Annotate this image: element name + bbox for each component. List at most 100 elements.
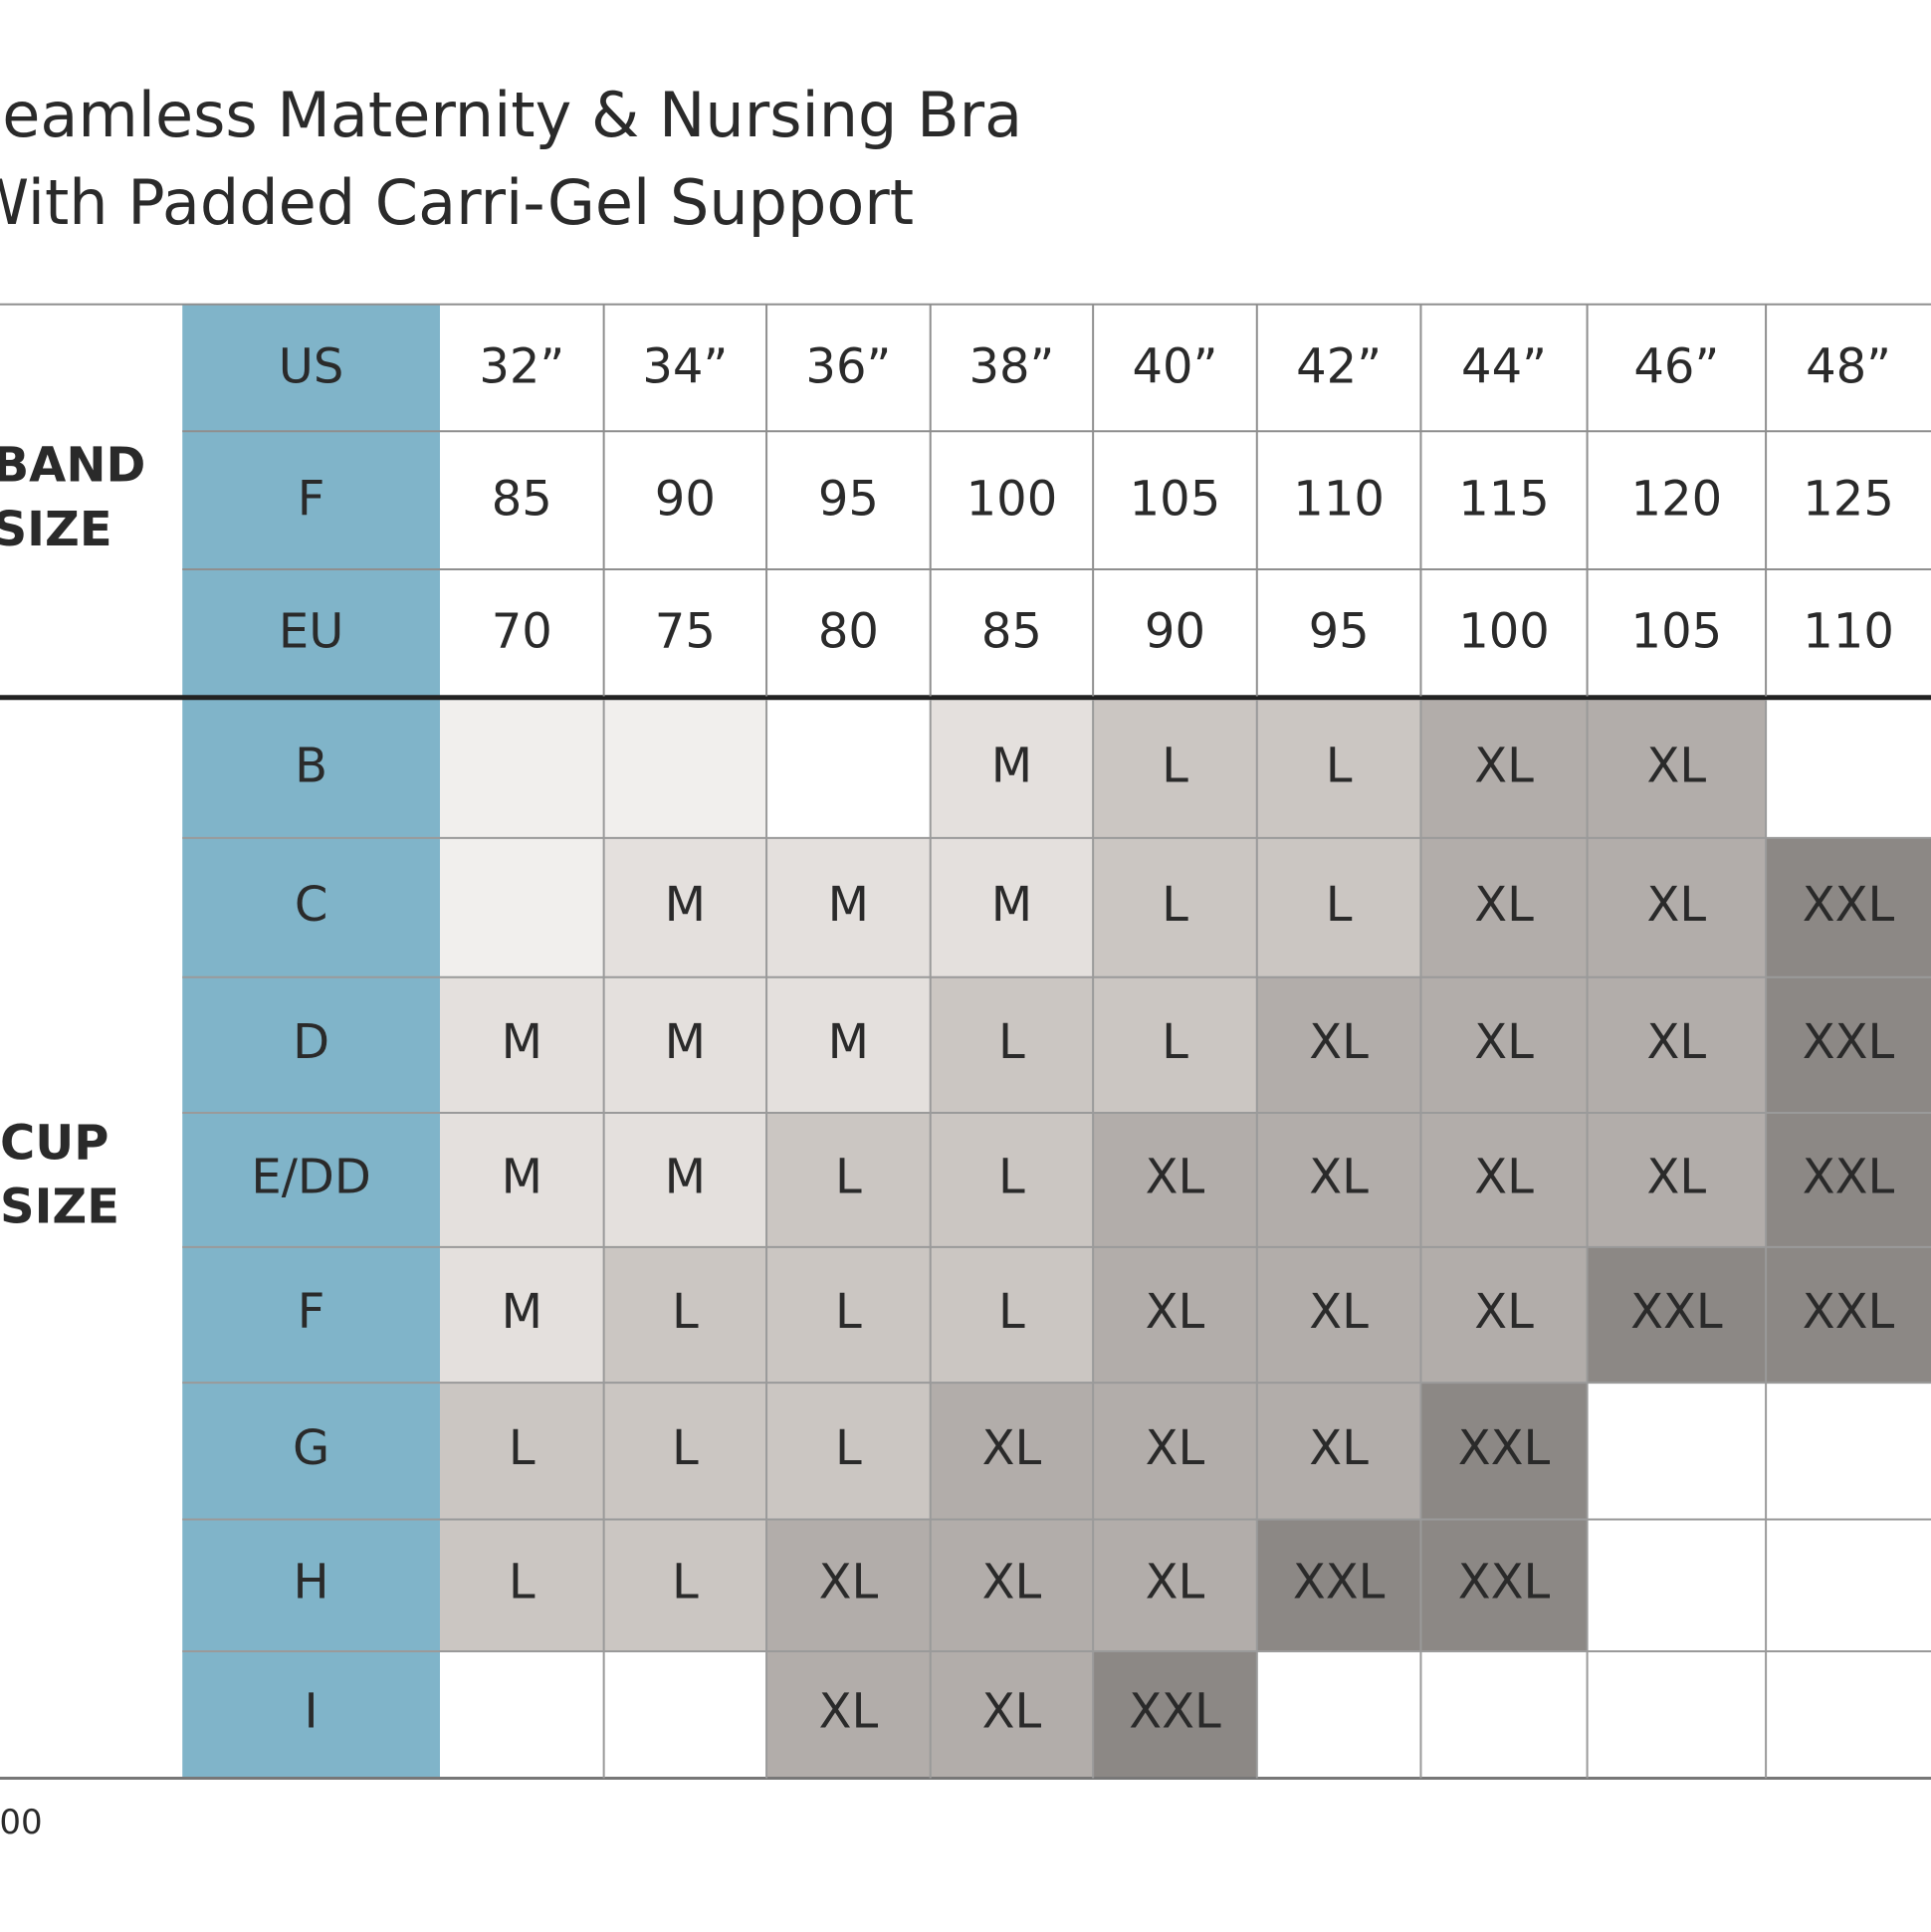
cell-bg bbox=[1766, 1519, 1931, 1651]
cup-size: XL bbox=[1146, 1420, 1205, 1476]
row-header: G bbox=[293, 1420, 329, 1476]
band-size: 115 bbox=[1458, 472, 1550, 528]
side-label: BAND bbox=[0, 437, 145, 493]
row-header: B bbox=[295, 739, 327, 794]
row-header: C bbox=[295, 877, 328, 933]
cup-size: XL bbox=[1647, 877, 1707, 933]
cup-size: L bbox=[509, 1555, 536, 1610]
cup-size: L bbox=[998, 1014, 1025, 1070]
band-size: 44” bbox=[1461, 339, 1547, 395]
band-size: 70 bbox=[492, 604, 552, 660]
cup-size: XL bbox=[982, 1555, 1042, 1610]
cell-bg bbox=[439, 1246, 604, 1384]
cell-bg bbox=[1093, 1383, 1257, 1520]
cell-bg bbox=[1766, 1112, 1931, 1247]
cup-size: L bbox=[1326, 739, 1353, 794]
cell-bg bbox=[603, 837, 767, 977]
side-label: SIZE bbox=[0, 502, 112, 557]
cup-size: L bbox=[1162, 739, 1188, 794]
side-label: SIZE bbox=[0, 1180, 119, 1235]
cell-bg bbox=[439, 700, 604, 838]
cell-bg bbox=[766, 1246, 931, 1384]
cell-bg bbox=[1587, 1650, 1767, 1779]
band-size: 34” bbox=[642, 339, 728, 395]
cell-bg bbox=[439, 1112, 604, 1247]
cell-bg bbox=[1766, 1383, 1931, 1520]
cell-bg bbox=[930, 1246, 1094, 1384]
band-size: 75 bbox=[655, 604, 716, 660]
cup-size: XL bbox=[1146, 1149, 1205, 1204]
cup-size: XXL bbox=[1458, 1420, 1551, 1476]
band-size: 85 bbox=[981, 604, 1042, 660]
cell-bg bbox=[439, 1519, 604, 1651]
cup-size: L bbox=[672, 1555, 699, 1610]
cell-bg bbox=[930, 1383, 1094, 1520]
row-header: F bbox=[298, 472, 325, 528]
cell-bg bbox=[1420, 976, 1588, 1113]
band-size: 105 bbox=[1631, 604, 1723, 660]
cell-bg bbox=[1420, 1383, 1588, 1520]
cup-size: L bbox=[672, 1420, 699, 1476]
cup-size: M bbox=[502, 1014, 542, 1070]
cup-size: XL bbox=[1309, 1149, 1369, 1204]
cell-bg bbox=[603, 1112, 767, 1247]
cup-size: M bbox=[991, 739, 1032, 794]
cup-size: XL bbox=[1647, 1014, 1707, 1070]
cup-size: L bbox=[835, 1284, 862, 1340]
row-header: I bbox=[305, 1684, 319, 1740]
cup-size: XXL bbox=[1630, 1284, 1723, 1340]
cell-bg bbox=[1093, 837, 1257, 977]
band-size: 32” bbox=[479, 339, 564, 395]
cup-size: XXL bbox=[1803, 877, 1895, 933]
cell-bg bbox=[1256, 1246, 1421, 1384]
cell-bg bbox=[603, 1246, 767, 1384]
band-size: 85 bbox=[492, 472, 552, 528]
cup-size: L bbox=[1326, 877, 1353, 933]
band-size: 48” bbox=[1806, 339, 1891, 395]
cell-bg bbox=[1093, 1650, 1257, 1779]
cell-bg bbox=[1256, 700, 1421, 838]
band-size: 125 bbox=[1803, 472, 1894, 528]
cell-bg bbox=[930, 1112, 1094, 1247]
cup-size: XXL bbox=[1803, 1014, 1895, 1070]
cup-size: XL bbox=[1309, 1284, 1369, 1340]
cell-bg bbox=[603, 1519, 767, 1651]
cup-size: XXL bbox=[1129, 1684, 1221, 1740]
cell-bg bbox=[1587, 976, 1767, 1113]
cell-bg bbox=[1766, 1246, 1931, 1384]
cell-bg bbox=[1093, 1112, 1257, 1247]
cell-bg bbox=[1587, 837, 1767, 977]
band-size: 38” bbox=[968, 339, 1054, 395]
cup-size: XL bbox=[819, 1555, 879, 1610]
cup-size: XL bbox=[1647, 739, 1707, 794]
cell-bg bbox=[930, 1650, 1094, 1779]
band-size: 120 bbox=[1631, 472, 1723, 528]
cell-bg bbox=[930, 837, 1094, 977]
cup-size: XL bbox=[1647, 1149, 1707, 1204]
cup-size: L bbox=[998, 1149, 1025, 1204]
cup-size: L bbox=[509, 1420, 536, 1476]
cup-size: XXL bbox=[1803, 1149, 1895, 1204]
band-size: 36” bbox=[805, 339, 891, 395]
row-header: US bbox=[279, 339, 344, 395]
band-size: 42” bbox=[1296, 339, 1382, 395]
cell-bg bbox=[766, 1519, 931, 1651]
row-header: F bbox=[298, 1284, 325, 1340]
cup-size: L bbox=[835, 1149, 862, 1204]
cell-bg bbox=[1766, 1650, 1931, 1779]
cell-bg bbox=[1587, 700, 1767, 838]
cell-bg bbox=[766, 1650, 931, 1779]
cell-bg bbox=[1766, 837, 1931, 977]
cup-size: L bbox=[998, 1284, 1025, 1340]
cell-bg bbox=[603, 1650, 767, 1779]
band-size: 46” bbox=[1633, 339, 1719, 395]
cup-size: M bbox=[502, 1149, 542, 1204]
cell-bg bbox=[439, 1650, 604, 1779]
cell-bg bbox=[603, 1383, 767, 1520]
cell-bg bbox=[1420, 1112, 1588, 1247]
band-size: 95 bbox=[818, 472, 879, 528]
cell-bg bbox=[766, 976, 931, 1113]
cell-bg bbox=[439, 1383, 604, 1520]
band-size: 110 bbox=[1293, 472, 1385, 528]
